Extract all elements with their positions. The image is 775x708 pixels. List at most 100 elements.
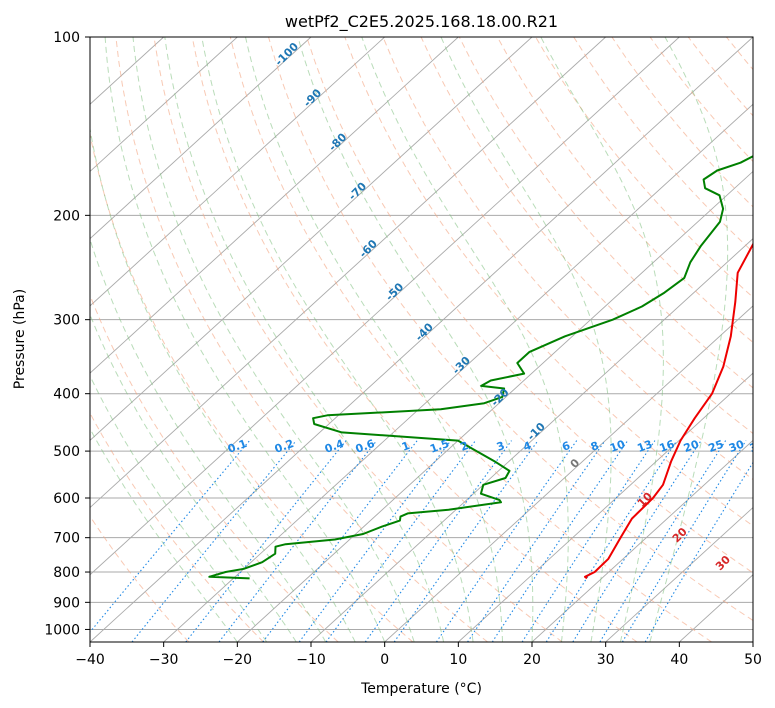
dewpoint-profile-line [208, 155, 753, 580]
mixing-ratio-label: 1.5 [428, 437, 451, 456]
x-tick-label: 10 [449, 652, 467, 668]
mixing-ratio-label: 30 [727, 438, 746, 456]
x-tick-label: 20 [523, 652, 541, 668]
temperature-profile-line [584, 242, 753, 580]
moist-adiabat-line [540, 37, 664, 642]
mixing-ratio-label: 16 [658, 438, 677, 456]
x-tick-label: −10 [296, 652, 326, 668]
mixing-ratio-label: 36 [748, 438, 767, 456]
mixing-ratio-line [131, 440, 297, 642]
y-axis-label: Pressure (hPa) [12, 289, 28, 389]
mixing-ratio-label: 8 [589, 439, 601, 454]
isotherm-line [531, 439, 753, 642]
x-tick-label: −40 [75, 652, 105, 668]
moist-adiabat-line [132, 37, 415, 642]
moist-adiabat-line [440, 37, 612, 642]
mixing-ratio-label: 0.1 [226, 437, 249, 456]
dry-adiabat-line [229, 37, 712, 642]
chart-title: wetPf2_C2E5.2025.168.18.00.R21 [285, 12, 558, 32]
isotherm-line [458, 372, 753, 642]
y-tick-label: 600 [53, 491, 80, 507]
mixing-ratio-line [521, 440, 656, 642]
mixing-ratio-label: 3 [495, 439, 507, 454]
isotherm-line [90, 37, 533, 441]
isotherm-line [90, 37, 238, 173]
dry-adiabat-line [535, 37, 753, 298]
dry-adiabat-line [306, 37, 753, 574]
mixing-ratio-line [621, 440, 747, 642]
mixing-ratio-label: 0.4 [323, 437, 346, 456]
x-tick-label: 30 [597, 652, 615, 668]
y-tick-label: 400 [53, 387, 80, 403]
dry-adiabat-line [496, 37, 753, 344]
mixing-ratio-line [491, 440, 629, 642]
isotherm-line [90, 37, 680, 576]
mixing-ratio-line [467, 440, 606, 642]
moist-adiabat-line [90, 374, 268, 642]
moist-adiabat-line [90, 313, 297, 642]
mixing-ratio-line [599, 440, 727, 642]
mixing-ratio-line [572, 440, 702, 642]
dry-adiabat-line [191, 37, 638, 642]
isotherm-line [90, 37, 606, 509]
mixing-ratio-label: 10 [608, 438, 627, 456]
mixing-ratio-line [644, 461, 753, 642]
x-tick-label: −20 [223, 652, 253, 668]
isotherm-line [752, 641, 753, 642]
y-tick-label: 1000 [44, 622, 80, 638]
mixing-ratio-label: 20 [682, 438, 701, 456]
x-axis-label: Temperature (°C) [360, 681, 482, 697]
y-tick-label: 300 [53, 313, 80, 329]
x-tick-label: −30 [149, 652, 179, 668]
y-tick-label: 500 [53, 444, 80, 460]
dry-adiabat-line [115, 37, 488, 642]
y-tick-label: 800 [53, 565, 80, 581]
moist-adiabat-line [104, 37, 386, 642]
y-tick-label: 200 [53, 208, 80, 224]
mixing-ratio-line [90, 440, 251, 633]
moist-adiabat-line [245, 37, 503, 642]
y-tick-label: 900 [53, 595, 80, 611]
isotherm-line [90, 37, 459, 374]
x-tick-label: 40 [670, 652, 688, 668]
dry-adiabat-line [765, 37, 775, 642]
isotherm-line [237, 170, 753, 642]
moist-adiabat-line [201, 37, 474, 642]
dry-adiabat-line [90, 515, 190, 642]
mixing-ratio-label: 1 [400, 439, 412, 454]
dry-adiabat-line [344, 37, 753, 527]
x-tick-label: 50 [744, 652, 762, 668]
plot-frame [89, 36, 754, 643]
mixing-ratio-label: 25 [707, 438, 726, 455]
isotherm-line [90, 37, 385, 307]
y-tick-label: 700 [53, 531, 80, 547]
mixing-ratio-label: 4 [521, 439, 533, 454]
dry-adiabat-line [90, 412, 264, 642]
dry-adiabat-label: 40 [759, 578, 775, 598]
moist-adiabat-line [90, 125, 356, 642]
x-tick-label: 0 [380, 652, 389, 668]
dry-adiabat-line [90, 131, 414, 642]
isotherm-line [384, 305, 753, 642]
mixing-ratio-label: 0.6 [354, 437, 377, 456]
isotherm-line [90, 37, 312, 240]
isotherm-line [163, 103, 753, 642]
isotherm-line [90, 37, 753, 642]
dry-adiabat-line [268, 37, 753, 622]
moist-adiabat-line [297, 37, 534, 642]
mixing-ratio-line [325, 440, 476, 642]
dry-adiabat-line [382, 37, 753, 481]
isotherm-line [605, 506, 753, 642]
mixing-ratio-label: 13 [635, 438, 654, 455]
moist-adiabat-line [649, 37, 729, 642]
mixing-ratio-line [218, 440, 378, 642]
isotherm-line [310, 238, 753, 642]
moist-adiabat-line [90, 427, 238, 642]
y-tick-label: 100 [53, 30, 80, 46]
mixing-ratio-line [545, 440, 678, 642]
moist-adiabat-line [164, 37, 445, 642]
mixing-ratio-line [364, 440, 512, 642]
moist-adiabat-line [361, 37, 569, 642]
dry-adiabat-line [153, 37, 563, 642]
